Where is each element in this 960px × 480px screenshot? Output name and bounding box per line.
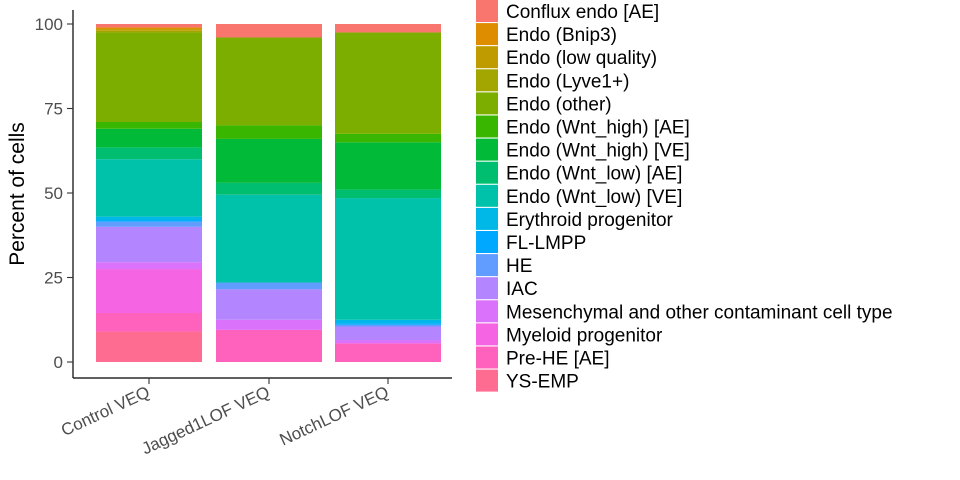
legend-label: HE	[506, 256, 532, 277]
legend-key	[476, 138, 498, 161]
x-tick-label: Jagged1LOF VEQ	[139, 382, 273, 458]
legend-key	[476, 92, 498, 115]
bar-segment	[216, 182, 322, 195]
bar-segment	[335, 189, 441, 199]
bar-segment	[96, 147, 202, 160]
axes-layer	[72, 10, 452, 379]
legend-label: Endo (low quality)	[506, 48, 657, 69]
bar-segment	[96, 262, 202, 270]
legend-label: Pre-HE [AE]	[506, 349, 609, 370]
bar-segment	[216, 194, 322, 283]
bar-segment	[96, 24, 202, 28]
legend-key	[476, 0, 498, 22]
bar-segment	[216, 24, 322, 38]
legend-key	[476, 254, 498, 277]
legend-label: Endo (Lyve1+)	[506, 71, 629, 92]
legend-label: Mesenchymal and other contaminant cell t…	[506, 302, 893, 323]
legend-key	[476, 231, 498, 253]
y-ticks: 0 25 50 75 100	[35, 15, 73, 372]
legend-label: Endo (Wnt_low) [AE]	[506, 164, 682, 185]
legend-key	[476, 346, 498, 369]
legend-key	[476, 300, 498, 323]
x-tick-label: Control VEQ	[58, 382, 153, 440]
y-tick-label: 0	[54, 353, 63, 372]
bar-segment	[96, 331, 202, 362]
legend-key	[476, 277, 498, 300]
legend-label: YS-EMP	[506, 372, 579, 393]
y-tick-label: 25	[44, 269, 63, 288]
bar-segment	[335, 343, 441, 362]
bar-segment	[96, 32, 202, 123]
bar-segment	[335, 340, 441, 344]
legend-label: Conflux endo [AE]	[506, 2, 659, 23]
legend-key	[476, 69, 498, 92]
bar-segment	[96, 27, 202, 30]
bar-segment	[96, 226, 202, 263]
bar-segment	[335, 323, 441, 325]
bar-segment	[216, 289, 322, 320]
bar-segment	[96, 216, 202, 221]
bar-segment	[96, 29, 202, 31]
bar-segment	[216, 125, 322, 139]
bar-segment	[335, 32, 441, 134]
bar-segment	[216, 37, 322, 126]
legend-label: FL-LMPP	[506, 233, 586, 254]
legend-label: Endo (Bnip3)	[506, 25, 617, 46]
legend-key	[476, 161, 498, 184]
x-tick-label: NotchLOF VEQ	[277, 382, 392, 449]
bar-segment	[216, 282, 322, 290]
legend-key	[476, 323, 498, 346]
bar-segment	[335, 198, 441, 320]
legend-key	[476, 46, 498, 69]
legend-label: Myeloid progenitor	[506, 325, 663, 346]
bar-segment	[96, 30, 202, 33]
y-axis-title: Percent of cells	[6, 122, 29, 266]
bar-segment	[216, 329, 322, 362]
legend-label: Endo (Wnt_high) [AE]	[506, 118, 690, 139]
legend-key	[476, 23, 498, 46]
legend-label: Erythroid progenitor	[506, 210, 674, 231]
legend-key	[476, 115, 498, 138]
bar-segment	[335, 326, 441, 341]
bar-segment	[96, 312, 202, 332]
legend-label: Endo (other)	[506, 94, 612, 115]
bar-segment	[96, 159, 202, 217]
bar-segment	[96, 128, 202, 148]
legend-key	[476, 184, 498, 207]
bar-segment	[216, 138, 322, 183]
bar-segment	[335, 142, 441, 190]
bar-segment	[96, 122, 202, 129]
legend: Conflux endo [AE]Endo (Bnip3)Endo (low q…	[476, 0, 893, 393]
bar-segment	[335, 319, 441, 324]
bars-layer	[96, 24, 441, 362]
legend-label: Endo (Wnt_high) [VE]	[506, 141, 690, 162]
bar-segment	[96, 269, 202, 313]
y-tick-label: 50	[44, 184, 63, 203]
bar-segment	[216, 319, 322, 330]
legend-label: IAC	[506, 279, 538, 300]
legend-key	[476, 207, 498, 230]
legend-label: Endo (Wnt_low) [VE]	[506, 187, 682, 208]
bar-segment	[96, 220, 202, 222]
bar-segment	[96, 221, 202, 227]
y-tick-label: 100	[35, 15, 63, 34]
y-tick-label: 75	[44, 100, 63, 119]
legend-key	[476, 369, 498, 392]
bar-segment	[335, 24, 441, 33]
bar-segment	[335, 133, 441, 143]
bar-segment	[335, 324, 441, 327]
